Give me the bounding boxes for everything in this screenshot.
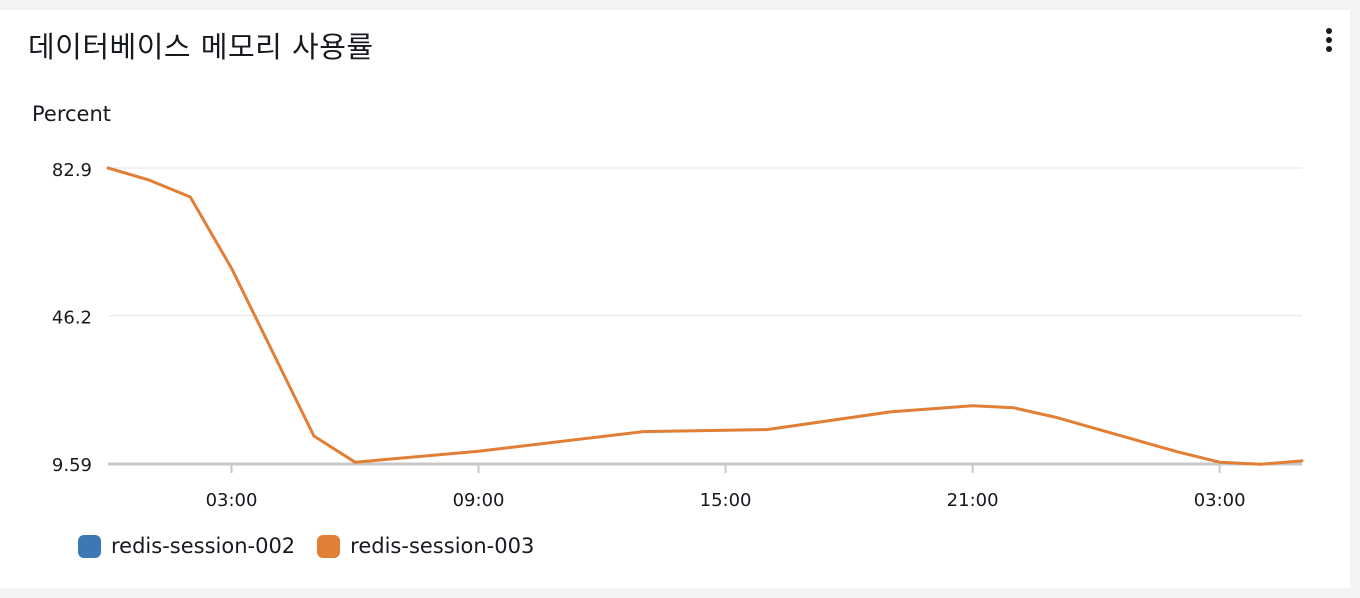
- legend-item-redis-session-002[interactable]: redis-session-002: [78, 534, 295, 558]
- legend-swatch-redis-session-002: [78, 534, 101, 558]
- legend-label-redis-session-003: redis-session-003: [350, 534, 535, 558]
- more-vertical-icon[interactable]: [1318, 26, 1340, 56]
- y-tick-label: 82.9: [52, 160, 92, 181]
- x-tick-label: 03:00: [206, 490, 258, 511]
- y-tick-label: 9.59: [52, 455, 92, 476]
- line-chart: 9.59 46.2 82.9 03:00 09:00 15:00 21:00 03:00: [52, 160, 1304, 511]
- legend-item-redis-session-003[interactable]: redis-session-003: [317, 534, 534, 558]
- legend-label-redis-session-002: redis-session-002: [111, 534, 296, 558]
- y-tick-label: 46.2: [52, 308, 92, 329]
- legend: redis-session-002 redis-session-003: [78, 534, 556, 558]
- x-tick-label: 15:00: [700, 490, 752, 511]
- series-line-redis-session-003: [106, 166, 1304, 466]
- legend-swatch-redis-session-003: [317, 534, 341, 558]
- x-tick-label: 03:00: [1194, 490, 1246, 511]
- x-tick-label: 09:00: [453, 490, 505, 511]
- widget-title: 데이터베이스 메모리 사용률: [28, 30, 374, 64]
- x-tick-label: 21:00: [947, 490, 999, 511]
- chart-widget: 데이터베이스 메모리 사용률 Percent 9.59 46.2 82.9 03:00…: [0, 10, 1350, 588]
- y-axis-label: Percent: [32, 102, 112, 126]
